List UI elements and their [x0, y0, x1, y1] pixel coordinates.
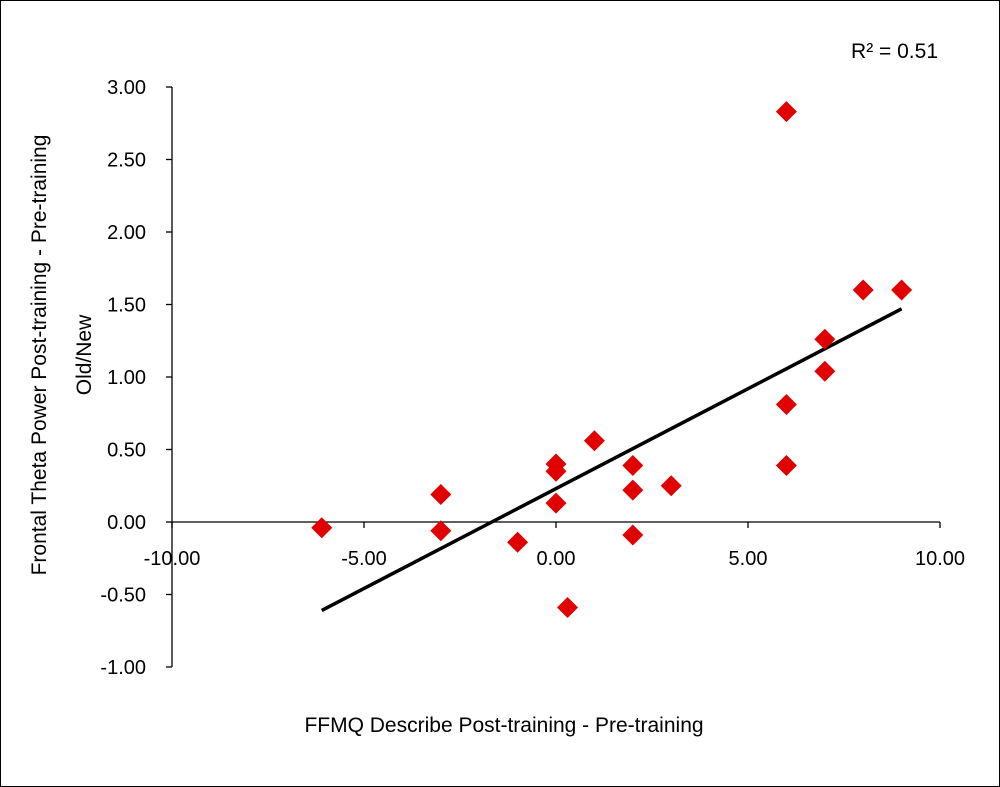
data-point	[775, 394, 797, 416]
data-point	[430, 483, 452, 505]
data-point	[622, 479, 644, 501]
data-point	[852, 279, 874, 301]
data-point	[507, 531, 529, 553]
data-point	[660, 475, 682, 497]
trendline	[320, 307, 903, 613]
trendline-group	[320, 307, 903, 613]
y-axis-title: Frontal Theta Power Post-training - Pre-…	[28, 135, 96, 576]
data-point	[814, 360, 836, 382]
x-tick-label: 5.00	[729, 548, 768, 570]
data-point	[430, 520, 452, 542]
y-tick-label: -1.00	[100, 657, 146, 679]
y-tick-label: 1.00	[107, 367, 146, 389]
data-point	[775, 101, 797, 123]
y-tick-label: 0.50	[107, 440, 146, 462]
y-tick-label: 2.00	[107, 222, 146, 244]
y-tick-label: 2.50	[107, 150, 146, 172]
y-axis-title-line-2: Old/New	[73, 314, 96, 395]
data-point	[622, 454, 644, 476]
x-tick-label: 0.00	[537, 548, 576, 570]
data-point	[583, 430, 605, 452]
x-tick-label: -10.00	[144, 548, 201, 570]
y-tick-label: 1.50	[107, 295, 146, 317]
y-tick-label: 0.00	[107, 512, 146, 534]
y-axis-title-line-1: Frontal Theta Power Post-training - Pre-…	[28, 135, 51, 576]
r-squared-annotation: R² = 0.51	[851, 40, 938, 63]
data-point	[557, 597, 579, 619]
y-tick-label: 3.00	[107, 77, 146, 99]
x-tick-label: 10.00	[915, 548, 965, 570]
data-point	[775, 454, 797, 476]
x-axis-title: FFMQ Describe Post-training - Pre-traini…	[304, 714, 703, 737]
data-point	[891, 279, 913, 301]
axes	[166, 86, 941, 668]
data-point	[622, 524, 644, 546]
data-points	[311, 101, 913, 619]
tick-labels: 3.00 2.50 2.00 1.50 1.00 0.50 0.00 -0.50 -1.00 -1…	[100, 77, 965, 679]
y-tick-label: -0.50	[100, 585, 146, 607]
data-point	[814, 328, 836, 350]
data-point	[311, 517, 333, 539]
x-tick-label: -5.00	[341, 548, 387, 570]
data-point	[545, 460, 567, 482]
data-point	[545, 492, 567, 514]
